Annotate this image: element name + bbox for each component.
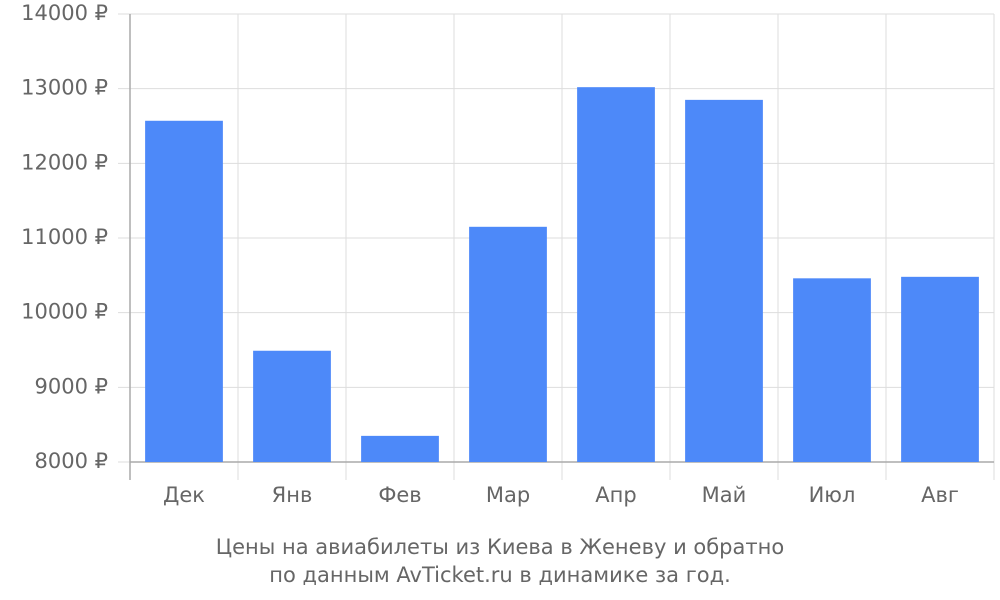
caption-line: по данным AvTicket.ru в динамике за год.	[269, 563, 731, 587]
y-tick-label: 9000 ₽	[35, 374, 108, 398]
y-tick-label: 13000 ₽	[21, 76, 108, 100]
x-tick-label: Фев	[378, 483, 421, 507]
y-tick-label: 8000 ₽	[35, 449, 108, 473]
x-tick-label: Дек	[163, 483, 205, 507]
bar	[901, 276, 979, 462]
bar	[469, 226, 547, 462]
bar	[685, 99, 763, 462]
x-tick-label: Июл	[809, 483, 856, 507]
y-tick-label: 10000 ₽	[21, 300, 108, 324]
x-tick-label: Май	[702, 483, 747, 507]
y-tick-label: 14000 ₽	[21, 1, 108, 25]
bar	[793, 278, 871, 462]
y-tick-label: 11000 ₽	[21, 225, 108, 249]
x-tick-label: Янв	[272, 483, 313, 507]
x-tick-label: Мар	[486, 483, 530, 507]
y-tick-label: 12000 ₽	[21, 150, 108, 174]
x-tick-label: Апр	[595, 483, 636, 507]
caption-line: Цены на авиабилеты из Киева в Женеву и о…	[216, 535, 784, 559]
x-tick-label: Авг	[921, 483, 959, 507]
bar	[145, 120, 223, 463]
bar	[577, 87, 655, 462]
bar	[361, 435, 439, 462]
bar	[253, 350, 331, 462]
